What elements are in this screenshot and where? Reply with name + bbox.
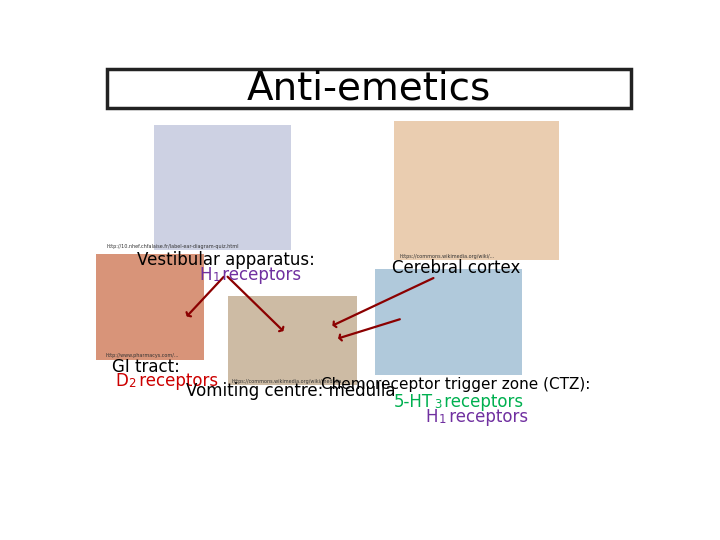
- Text: 1: 1: [212, 271, 220, 284]
- Text: 3: 3: [433, 398, 441, 411]
- Text: Chemoreceptor trigger zone (CTZ):: Chemoreceptor trigger zone (CTZ):: [321, 377, 590, 393]
- Text: http://10.nhef.chfalaise.fr/label-ear-diagram-quiz.html: http://10.nhef.chfalaise.fr/label-ear-di…: [107, 244, 239, 248]
- Text: 2: 2: [128, 377, 136, 390]
- Bar: [154, 125, 291, 250]
- Text: receptors: receptors: [438, 393, 523, 410]
- Bar: [394, 121, 559, 260]
- Text: Cerebral cortex: Cerebral cortex: [392, 259, 521, 276]
- Text: Vomiting centre: medulla: Vomiting centre: medulla: [186, 382, 395, 400]
- Text: GI tract:: GI tract:: [112, 358, 180, 376]
- FancyBboxPatch shape: [107, 69, 631, 109]
- Text: Vestibular apparatus:: Vestibular apparatus:: [137, 251, 315, 269]
- Text: D: D: [115, 372, 128, 390]
- Text: Anti-emetics: Anti-emetics: [247, 70, 491, 107]
- Text: receptors: receptors: [133, 372, 217, 390]
- Text: 1: 1: [438, 414, 446, 427]
- Text: H: H: [426, 408, 438, 426]
- Text: receptors: receptors: [217, 266, 302, 284]
- Text: https://commons.wikimedia.org/wiki/...: https://commons.wikimedia.org/wiki/...: [400, 254, 495, 259]
- Text: http://www.pharmacys.com/...: http://www.pharmacys.com/...: [105, 353, 179, 358]
- Text: H: H: [199, 266, 212, 284]
- Bar: [228, 295, 356, 385]
- Text: receptors: receptors: [444, 408, 528, 426]
- Bar: [374, 268, 523, 375]
- Text: 5-HT: 5-HT: [394, 393, 433, 410]
- Bar: [96, 254, 204, 360]
- Text: https://commons.wikimedia.org/wiki/medulla...: https://commons.wikimedia.org/wiki/medul…: [231, 379, 346, 384]
